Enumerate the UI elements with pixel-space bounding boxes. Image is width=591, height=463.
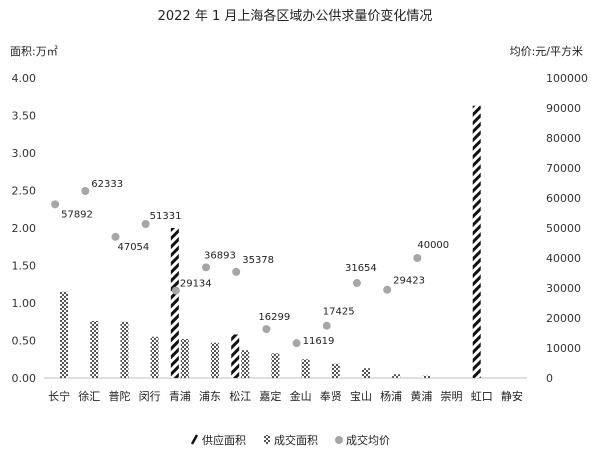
category-label: 青浦	[169, 390, 191, 403]
deal-bar	[301, 359, 310, 378]
category-label: 虹口	[471, 390, 493, 403]
right-tick-label: 60000	[546, 192, 581, 205]
left-tick-label: 0.00	[12, 372, 37, 385]
price-data-label: 57892	[61, 209, 93, 220]
category-label: 崇明	[441, 390, 463, 403]
right-tick-label: 50000	[546, 222, 581, 235]
price-point	[262, 325, 271, 334]
legend-label: 成交面积	[274, 433, 318, 447]
supply-bar	[231, 334, 240, 378]
chart-title: 2022 年 1 月上海各区域办公供求量价变化情况	[158, 8, 433, 24]
price-data-label: 16299	[258, 312, 290, 323]
deal-bar	[331, 363, 340, 378]
right-axis-ticks: 0 10000 20000 30000 40000 50000 60000 70000 8000…	[546, 72, 588, 385]
price-point	[202, 263, 211, 272]
deal-bar	[211, 342, 220, 378]
price-point	[81, 187, 90, 196]
category-label: 黄浦	[410, 389, 432, 403]
right-tick-label: 80000	[546, 132, 581, 145]
category-label: 闵行	[139, 389, 161, 403]
category-label: 金山	[290, 389, 312, 403]
legend-swatch-supply	[190, 434, 199, 445]
deal-bar	[422, 375, 431, 378]
legend-swatch-price	[335, 436, 343, 444]
left-axis-ticks: 0.00 0.50 1.00 1.50 2.00 2.50 3.00 3.50 4.00	[12, 72, 37, 385]
right-tick-label: 20000	[546, 312, 581, 325]
category-label: 长宁	[48, 389, 70, 403]
legend-label: 供应面积	[202, 433, 246, 447]
category-label: 嘉定	[259, 389, 281, 403]
price-point	[292, 339, 301, 348]
category-labels: 长宁 徐汇 普陀 闵行 青浦 浦东 松江 嘉定 金山 奉贤 宝山 杨浦 黄浦 崇明 虹口 静安	[48, 389, 523, 403]
category-label: 浦东	[199, 390, 221, 403]
price-data-label: 47054	[117, 242, 149, 253]
deal-bar	[271, 353, 280, 378]
left-tick-label: 3.00	[12, 147, 37, 160]
left-tick-label: 0.50	[12, 335, 37, 348]
price-data-label: 51331	[150, 211, 182, 222]
legend: 供应面积 成交面积 成交均价	[190, 433, 390, 447]
category-label: 奉贤	[320, 389, 342, 403]
category-label: 普陀	[108, 389, 130, 403]
left-tick-label: 4.00	[12, 72, 37, 85]
right-tick-label: 10000	[546, 342, 581, 355]
deal-bar	[392, 374, 401, 378]
legend-label: 成交均价	[346, 433, 390, 447]
left-tick-label: 1.50	[12, 260, 37, 273]
left-tick-label: 1.00	[12, 297, 37, 310]
price-point	[413, 254, 422, 262]
supply-bar	[472, 105, 481, 378]
right-tick-label: 90000	[546, 102, 581, 115]
price-data-label: 36893	[204, 250, 236, 261]
right-tick-label: 30000	[546, 282, 581, 295]
bars-group	[60, 105, 481, 378]
supply-bar	[170, 228, 179, 378]
category-label: 静安	[501, 389, 523, 403]
left-axis-unit: 面积:万㎡	[10, 45, 58, 58]
right-axis-unit: 均价:元/平方米	[510, 44, 583, 58]
deal-bar	[180, 339, 189, 378]
deal-bar	[60, 291, 69, 378]
points-group	[51, 187, 422, 348]
legend-swatch-deal	[264, 435, 270, 444]
deal-bar	[120, 321, 129, 378]
deal-bar	[361, 368, 370, 378]
price-data-label: 29423	[393, 276, 425, 287]
category-label: 杨浦	[380, 389, 402, 403]
right-tick-label: 100000	[546, 72, 588, 85]
deal-bar	[241, 350, 250, 378]
left-tick-label: 2.50	[12, 185, 37, 198]
category-label: 松江	[229, 389, 251, 403]
left-tick-label: 2.00	[12, 222, 37, 235]
price-data-label: 29134	[180, 279, 212, 290]
price-point	[141, 220, 150, 229]
price-point	[352, 279, 361, 288]
price-data-label: 11619	[303, 336, 335, 347]
deal-bar	[90, 321, 99, 378]
price-data-label: 35378	[242, 255, 274, 266]
price-point	[51, 200, 60, 209]
left-tick-label: 3.50	[12, 110, 37, 123]
right-tick-label: 40000	[546, 252, 581, 265]
price-point	[111, 232, 120, 241]
category-label: 宝山	[350, 389, 372, 403]
deal-bar	[150, 336, 159, 378]
category-label: 徐汇	[78, 389, 100, 403]
price-data-label: 17425	[323, 307, 355, 318]
right-tick-label: 0	[546, 372, 553, 385]
price-data-label: 40000	[417, 240, 449, 251]
price-point	[232, 267, 241, 276]
price-point	[322, 321, 331, 330]
price-data-label: 31654	[345, 263, 377, 274]
price-data-label: 62333	[91, 179, 123, 190]
point-labels-group: 57892 62333 47054 51331 29134 36893 35378 16299…	[61, 179, 449, 347]
price-point	[171, 286, 180, 295]
right-tick-label: 70000	[546, 162, 581, 175]
price-point	[383, 285, 392, 294]
